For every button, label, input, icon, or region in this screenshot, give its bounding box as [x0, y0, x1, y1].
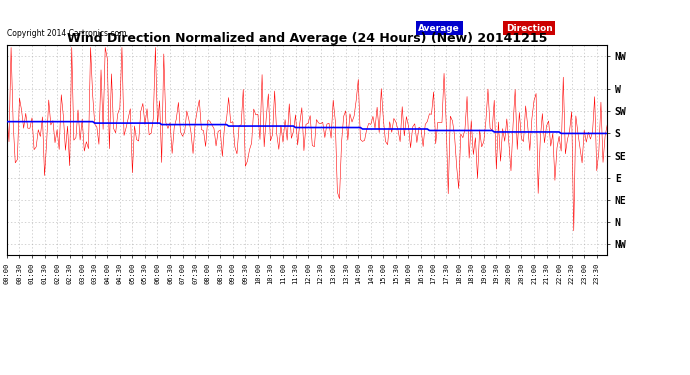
Text: Average: Average: [418, 24, 460, 33]
Text: Copyright 2014 Cartronics.com: Copyright 2014 Cartronics.com: [7, 28, 126, 38]
Text: Direction: Direction: [506, 24, 553, 33]
Title: Wind Direction Normalized and Average (24 Hours) (New) 20141215: Wind Direction Normalized and Average (2…: [67, 32, 547, 45]
